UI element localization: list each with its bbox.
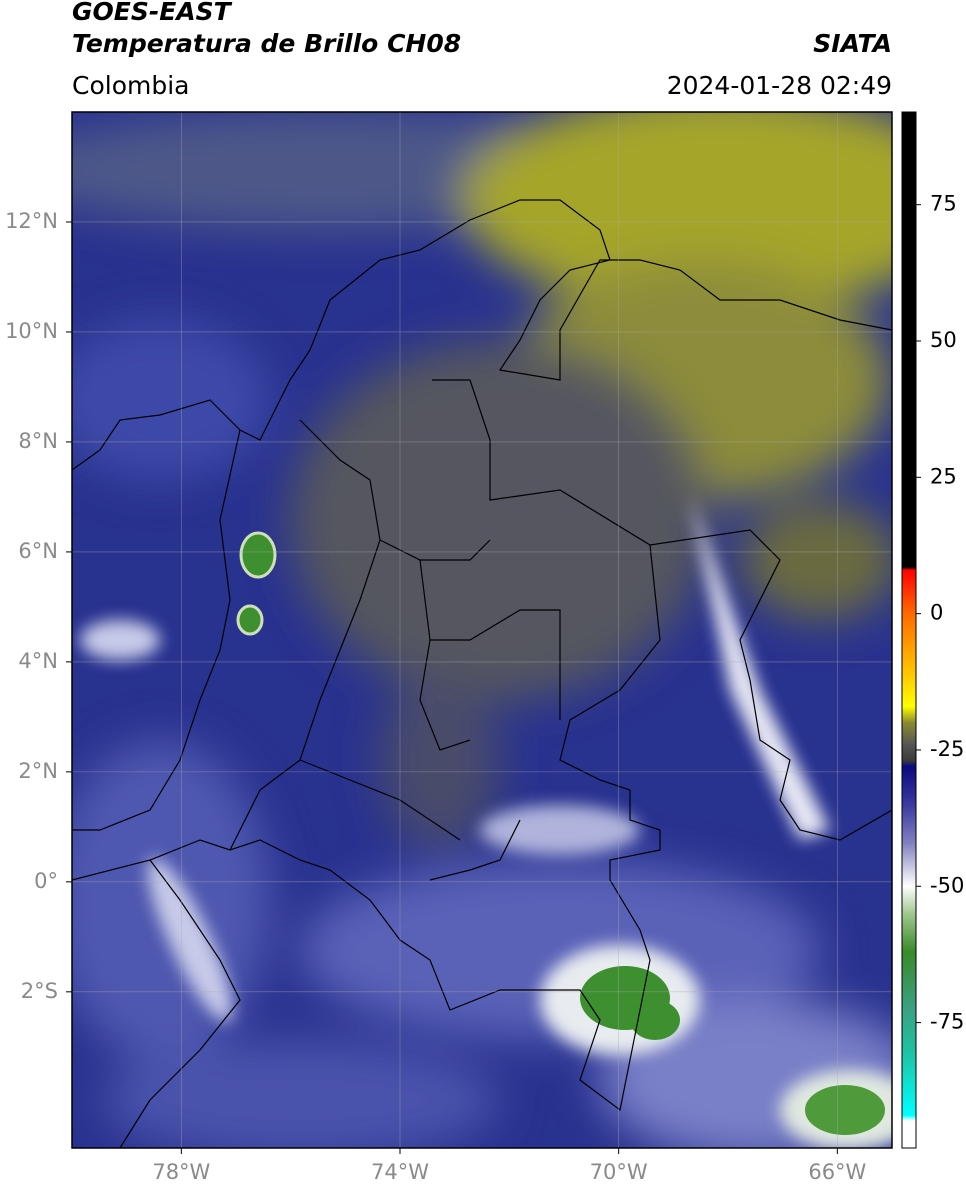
satellite-image [72, 112, 892, 1148]
y-tick-label: 2°N [18, 759, 58, 783]
y-tick-label: 4°N [18, 649, 58, 673]
x-tick-label: 78°W [152, 1160, 210, 1184]
x-tick-label: 66°W [808, 1160, 866, 1184]
grid [72, 112, 892, 1148]
x-tick-label: 74°W [371, 1160, 429, 1184]
y-tick-label: 10°N [5, 319, 58, 343]
y-tick-label: 8°N [18, 429, 58, 453]
colorbar-label: -75 [930, 1010, 964, 1034]
colorbar-label: 75 [930, 192, 957, 216]
colorbar-label: -50 [930, 873, 964, 897]
y-tick-label: 6°N [18, 539, 58, 563]
title-line2: Temperatura de Brillo CH08 [72, 29, 461, 58]
title-line1: GOES-EAST [72, 0, 233, 26]
y-tick-label: 12°N [5, 209, 58, 233]
map-frame [71, 111, 893, 1149]
source: SIATA [813, 29, 892, 58]
datetime: 2024-01-28 02:49 [667, 71, 892, 100]
colorbar-label: -25 [930, 737, 964, 761]
borders [72, 199, 892, 1148]
region: Colombia [72, 71, 189, 100]
colorbar-label: 0 [930, 601, 943, 625]
y-tick-label: 2°S [21, 979, 58, 1003]
y-tick-label: 0° [34, 869, 58, 893]
x-tick-label: 70°W [590, 1160, 648, 1184]
colorbar-label: 50 [930, 328, 957, 352]
colorbar [901, 111, 917, 1149]
colorbar-label: 25 [930, 464, 957, 488]
